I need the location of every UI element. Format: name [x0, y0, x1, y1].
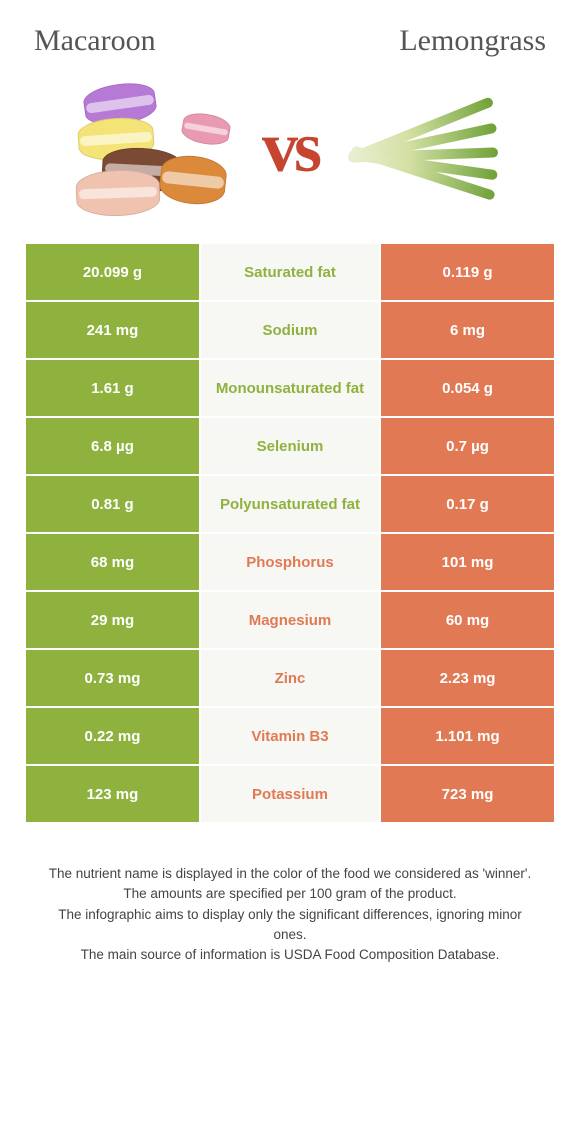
right-value: 1.101 mg [381, 708, 554, 764]
table-row: 6.8 µgSelenium0.7 µg [26, 418, 554, 474]
left-value: 0.73 mg [26, 650, 199, 706]
table-row: 0.81 gPolyunsaturated fat0.17 g [26, 476, 554, 532]
table-row: 123 mgPotassium723 mg [26, 766, 554, 822]
nutrient-label: Magnesium [201, 592, 379, 648]
vs-label: vs [262, 106, 318, 189]
macaroon-image [72, 82, 242, 212]
left-value: 0.22 mg [26, 708, 199, 764]
footer-line: The infographic aims to display only the… [44, 905, 536, 946]
footer-notes: The nutrient name is displayed in the co… [24, 824, 556, 965]
left-value: 29 mg [26, 592, 199, 648]
header: Macaroon Lemongrass [24, 20, 556, 74]
right-value: 723 mg [381, 766, 554, 822]
table-row: 0.73 mgZinc2.23 mg [26, 650, 554, 706]
nutrient-label: Polyunsaturated fat [201, 476, 379, 532]
right-value: 101 mg [381, 534, 554, 590]
macaroon-icon [180, 110, 232, 148]
left-value: 241 mg [26, 302, 199, 358]
title-right: Lemongrass [399, 24, 546, 58]
left-value: 6.8 µg [26, 418, 199, 474]
title-left: Macaroon [34, 24, 156, 58]
table-row: 20.099 gSaturated fat0.119 g [26, 244, 554, 300]
nutrient-label: Vitamin B3 [201, 708, 379, 764]
left-value: 20.099 g [26, 244, 199, 300]
lemongrass-image [338, 82, 508, 212]
footer-line: The nutrient name is displayed in the co… [44, 864, 536, 884]
macaroon-icon [158, 153, 229, 208]
left-value: 123 mg [26, 766, 199, 822]
nutrient-label: Zinc [201, 650, 379, 706]
nutrient-label: Monounsaturated fat [201, 360, 379, 416]
footer-line: The amounts are specified per 100 gram o… [44, 884, 536, 904]
nutrient-label: Saturated fat [201, 244, 379, 300]
table-row: 29 mgMagnesium60 mg [26, 592, 554, 648]
macaroon-icon [75, 169, 161, 218]
table-row: 0.22 mgVitamin B31.101 mg [26, 708, 554, 764]
right-value: 6 mg [381, 302, 554, 358]
left-value: 1.61 g [26, 360, 199, 416]
left-value: 0.81 g [26, 476, 199, 532]
nutrient-label: Potassium [201, 766, 379, 822]
table-row: 68 mgPhosphorus101 mg [26, 534, 554, 590]
table-row: 1.61 gMonounsaturated fat0.054 g [26, 360, 554, 416]
table-row: 241 mgSodium6 mg [26, 302, 554, 358]
right-value: 0.17 g [381, 476, 554, 532]
right-value: 60 mg [381, 592, 554, 648]
right-value: 0.119 g [381, 244, 554, 300]
right-value: 0.7 µg [381, 418, 554, 474]
nutrient-label: Phosphorus [201, 534, 379, 590]
hero-row: vs [24, 74, 556, 242]
right-value: 2.23 mg [381, 650, 554, 706]
right-value: 0.054 g [381, 360, 554, 416]
nutrient-label: Selenium [201, 418, 379, 474]
footer-line: The main source of information is USDA F… [44, 945, 536, 965]
comparison-table: 20.099 gSaturated fat0.119 g241 mgSodium… [24, 242, 556, 824]
nutrient-label: Sodium [201, 302, 379, 358]
left-value: 68 mg [26, 534, 199, 590]
